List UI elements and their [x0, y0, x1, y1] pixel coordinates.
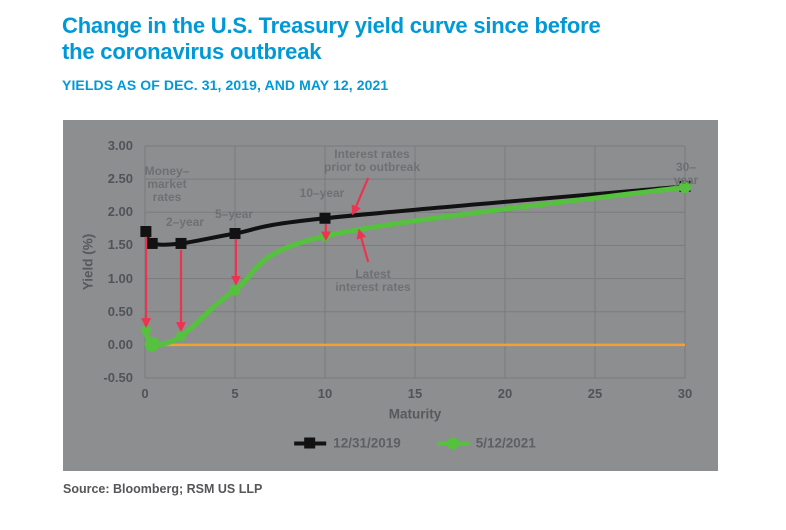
x-tick-label: 10	[317, 386, 333, 401]
x-tick-label: 5	[231, 386, 239, 401]
y-tick-label: 0.50	[107, 303, 133, 319]
source-text: Source: Bloomberg; RSM US LLP	[63, 482, 263, 496]
y-axis-title: Yield (%)	[80, 233, 96, 291]
data-point-square	[319, 212, 331, 224]
data-point-circle	[144, 336, 160, 352]
data-point-square	[146, 237, 158, 249]
x-tick-label: 20	[497, 386, 513, 401]
chart-annotation: 5–year	[214, 207, 254, 221]
chart-annotation: 2–year	[165, 215, 205, 229]
y-tick-label: -0.50	[103, 370, 133, 385]
chart-annotation: Latest interest rates	[335, 267, 411, 294]
data-point-square	[140, 226, 152, 238]
data-point-square	[229, 227, 241, 239]
change-arrow	[356, 228, 370, 263]
chart-container: 3.00 2.50 2.00 1.50 1.00 0.50 0.00 -0.50 0 5 10 15 2…	[63, 120, 718, 471]
x-tick-label: 25	[587, 386, 603, 401]
x-tick-label: 0	[141, 386, 149, 401]
chart-svg	[140, 145, 691, 379]
legend-item-2021: 5/12/2021	[436, 435, 536, 451]
data-point-circle	[176, 331, 186, 342]
data-point-circle	[679, 181, 691, 194]
y-tick-label: 1.00	[107, 270, 133, 286]
legend-square-marker-icon	[294, 437, 327, 449]
y-tick-label: 1.50	[107, 237, 133, 253]
x-tick-label: 30	[677, 386, 693, 401]
legend-label-2019: 12/31/2019	[333, 435, 401, 451]
y-tick-label: 2.50	[107, 171, 133, 187]
y-tick-label: 3.00	[107, 138, 133, 153]
data-point-circle	[140, 325, 151, 336]
chart-annotation: 30–year	[673, 160, 699, 187]
chart-annotation: Money– market rates	[144, 164, 190, 204]
y-tick-label: 0.00	[107, 336, 133, 352]
chart-annotation: Interest rates prior to outbreak	[323, 147, 421, 174]
legend-item-2019: 12/31/2019	[294, 436, 401, 451]
x-axis-title: Maturity	[388, 406, 442, 422]
page-title: Change in the U.S. Treasury yield curve …	[62, 13, 601, 64]
data-point-circle	[229, 284, 241, 296]
x-tick-label: 15	[407, 386, 423, 401]
y-tick-label: 2.00	[107, 204, 133, 220]
chart-annotation: 10–year	[299, 186, 345, 200]
legend-circle-marker-icon	[436, 437, 469, 449]
page-subtitle: YIELDS AS OF DEC. 31, 2019, AND MAY 12, …	[62, 77, 389, 93]
change-arrow	[351, 177, 370, 216]
header: Change in the U.S. Treasury yield curve …	[62, 13, 601, 93]
legend-label-2021: 5/12/2021	[475, 435, 536, 451]
legend: 12/31/2019 5/12/2021	[294, 436, 536, 451]
data-point-square	[175, 237, 187, 249]
